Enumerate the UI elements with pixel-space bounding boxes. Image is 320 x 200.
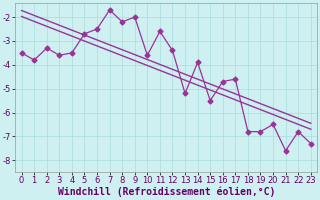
X-axis label: Windchill (Refroidissement éolien,°C): Windchill (Refroidissement éolien,°C): [58, 187, 275, 197]
